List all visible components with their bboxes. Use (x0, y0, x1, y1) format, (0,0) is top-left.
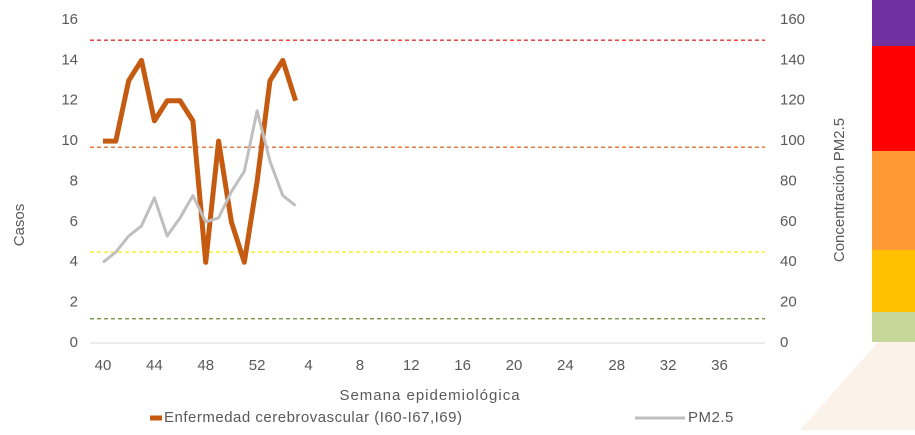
band (872, 46, 915, 151)
x-tick-label: 4 (304, 357, 312, 374)
series-line (102, 109, 297, 264)
y-tick-label: 6 (70, 213, 78, 230)
x-tick-label: 32 (660, 357, 677, 374)
x-tick-label: 8 (356, 357, 364, 374)
x-tick-label: 40 (95, 357, 112, 374)
y2-tick-label: 20 (780, 294, 797, 311)
x-tick-label: 44 (146, 357, 163, 374)
x-tick-label: 16 (454, 357, 471, 374)
y2-tick-label: 100 (780, 132, 805, 149)
x-tick-label: 12 (403, 357, 420, 374)
x-tick-label: 36 (711, 357, 728, 374)
y2-tick-label: 40 (780, 253, 797, 270)
y-tick-label: 14 (61, 51, 78, 68)
y2-axis-label: Concentración PM2.5 (831, 118, 848, 262)
x-tick-label: 24 (557, 357, 574, 374)
y-tick-label: 16 (61, 11, 78, 28)
legend-label: Enfermedad cerebrovascular (I60-I67,I69) (164, 409, 462, 426)
y2-tick-label: 60 (780, 213, 797, 230)
band (872, 312, 915, 342)
x-tick-label: 28 (608, 357, 625, 374)
x-tick-label: 52 (249, 357, 266, 374)
y2-tick-label: 140 (780, 51, 805, 68)
y-tick-label: 10 (61, 132, 78, 149)
y2-tick-label: 120 (780, 92, 805, 109)
y-axis-label: Casos (11, 204, 28, 247)
y-tick-label: 2 (70, 294, 78, 311)
y-tick-label: 12 (61, 92, 78, 109)
y2-tick-label: 0 (780, 334, 788, 351)
band (872, 151, 915, 250)
x-tick-label: 20 (506, 357, 523, 374)
legend-label: PM2.5 (688, 409, 734, 426)
y-tick-label: 8 (70, 172, 78, 189)
y2-tick-label: 160 (780, 11, 805, 28)
x-tick-label: 48 (197, 357, 214, 374)
y-tick-label: 0 (70, 334, 78, 351)
y2-tick-label: 80 (780, 172, 797, 189)
band (872, 250, 915, 312)
band (872, 0, 915, 46)
x-axis-label: Semana epidemiológica (339, 387, 520, 404)
y-tick-label: 4 (70, 253, 78, 270)
